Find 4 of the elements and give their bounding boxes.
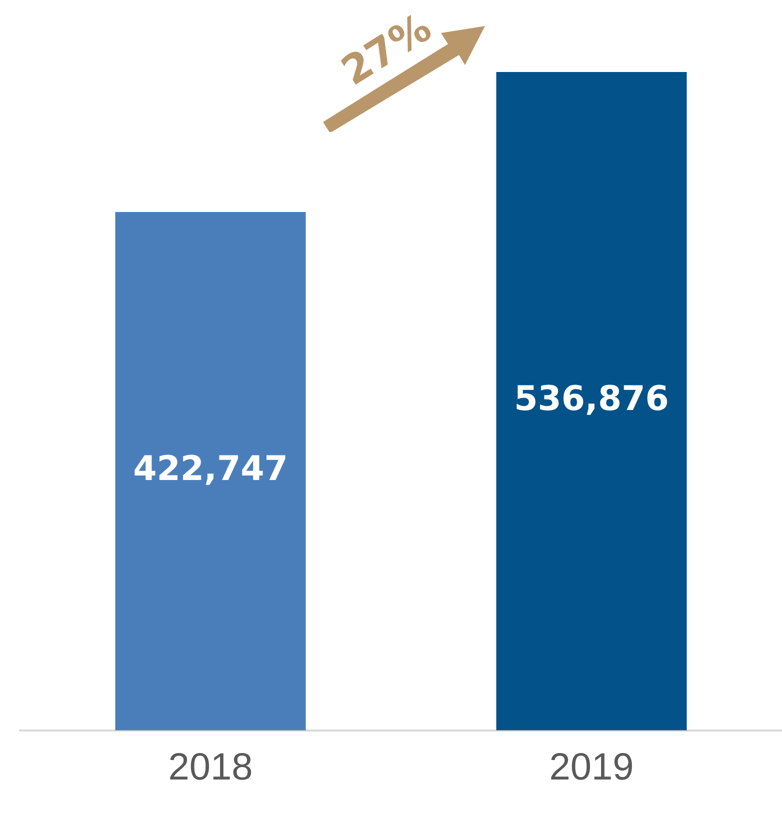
data-label: 536,876 (514, 379, 669, 420)
x-tick-label: 2018 (168, 746, 253, 789)
x-tick-label: 2019 (549, 746, 634, 789)
data-label: 422,747 (133, 449, 288, 490)
